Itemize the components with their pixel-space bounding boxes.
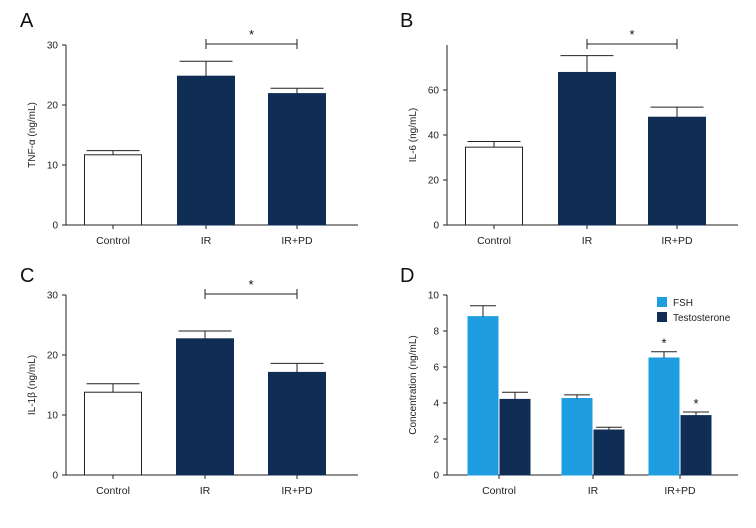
y-tick-label: 30 — [47, 291, 59, 302]
x-tick-label: Control — [96, 235, 130, 247]
y-tick-label: 30 — [47, 41, 59, 52]
y-tick-label: 40 — [428, 131, 440, 142]
x-tick-label: IR — [582, 235, 593, 247]
y-tick-label: 0 — [52, 471, 58, 482]
y-tick-label: 8 — [433, 327, 439, 338]
chart-panel-d: 0 2 4 6 8 10 Concentration (ng/mL) Control IR IR+… — [408, 291, 738, 497]
bar-ir — [558, 71, 616, 226]
chart-panel-b: 0 20 40 60 IL-6 (ng/mL) Control IR IR+PD * — [408, 27, 738, 247]
bar-ir-pd — [268, 371, 326, 476]
bar-ir — [177, 75, 235, 226]
bar-fsh — [561, 398, 593, 476]
panel-letter-a: A — [20, 10, 34, 32]
legend-swatch — [657, 297, 667, 307]
panel-letter-d: D — [400, 265, 415, 287]
legend-label: Testosterone — [673, 313, 731, 324]
chart-panel-c: 0 10 20 30 IL-1β (ng/mL) Control IR IR+PD * — [27, 277, 358, 497]
bar-control — [465, 146, 523, 226]
y-tick-label: 20 — [428, 176, 440, 187]
y-tick-label: 6 — [433, 363, 439, 374]
y-tick-label: 0 — [433, 221, 439, 232]
significance-star: * — [661, 336, 666, 351]
y-tick-label: 0 — [52, 221, 58, 232]
bar-ir-pd — [268, 93, 326, 226]
significance-star: * — [248, 277, 253, 292]
y-tick-label: 10 — [47, 411, 59, 422]
y-axis-label: TNF-α (ng/mL) — [27, 102, 38, 168]
y-axis-label: IL-6 (ng/mL) — [408, 108, 419, 162]
y-tick-label: 2 — [433, 435, 439, 446]
bar-fsh — [648, 357, 680, 476]
y-axis-label: Concentration (ng/mL) — [408, 335, 419, 435]
chart-panel-a: 0 10 20 30 TNF-α (ng/mL) Control IR IR+PD * — [27, 27, 358, 247]
x-tick-label: IR — [588, 485, 599, 497]
x-tick-label: IR+PD — [661, 235, 693, 247]
significance-star: * — [629, 27, 634, 42]
panel-letter-b: B — [400, 10, 414, 32]
y-axis-label: IL-1β (ng/mL) — [27, 355, 38, 415]
y-tick-label: 10 — [428, 291, 440, 302]
x-tick-label: IR+PD — [281, 485, 313, 497]
x-tick-label: Control — [96, 485, 130, 497]
bar-control — [84, 391, 142, 476]
panel-letter-c: C — [20, 265, 35, 287]
bar-control — [84, 154, 142, 226]
bar-testosterone — [593, 429, 625, 476]
bar-ir-pd — [648, 116, 706, 226]
bar-ir — [176, 338, 234, 476]
x-tick-label: Control — [477, 235, 511, 247]
y-tick-label: 20 — [47, 351, 59, 362]
x-tick-label: IR+PD — [664, 485, 696, 497]
significance-star: * — [249, 27, 254, 42]
legend-swatch — [657, 312, 667, 322]
bar-fsh — [467, 316, 499, 476]
x-tick-label: IR — [201, 235, 212, 247]
y-tick-label: 60 — [428, 86, 440, 97]
significance-star: * — [693, 396, 698, 411]
x-tick-label: IR — [200, 485, 211, 497]
legend-label: FSH — [673, 298, 693, 309]
x-tick-label: IR+PD — [281, 235, 313, 247]
bar-testosterone — [680, 415, 712, 476]
y-tick-label: 4 — [433, 399, 439, 410]
y-tick-label: 0 — [433, 471, 439, 482]
y-tick-label: 20 — [47, 101, 59, 112]
bar-testosterone — [499, 398, 531, 476]
y-tick-label: 10 — [47, 161, 59, 172]
x-tick-label: Control — [482, 485, 516, 497]
